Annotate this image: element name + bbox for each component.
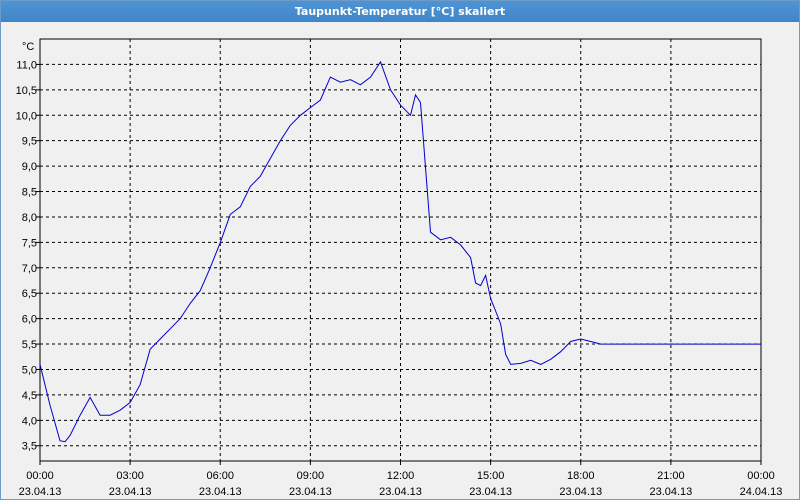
y-tick-label: 5,0 xyxy=(22,364,37,376)
x-tick-date: 23.04.13 xyxy=(19,486,62,498)
window-title: Taupunkt-Temperatur [°C] skaliert xyxy=(1,1,799,22)
y-tick-label: 11,0 xyxy=(16,59,37,71)
x-tick-time: 00:00 xyxy=(26,470,54,482)
x-tick-date: 23.04.13 xyxy=(199,486,242,498)
x-tick-time: 12:00 xyxy=(387,470,415,482)
y-tick-label: 4,0 xyxy=(22,415,37,427)
y-tick-label: 7,5 xyxy=(22,237,37,249)
series-line xyxy=(39,60,761,443)
y-tick-label: 9,5 xyxy=(22,136,37,148)
x-tick-time: 03:00 xyxy=(116,470,144,482)
grid xyxy=(39,39,762,461)
x-tick-date: 23.04.13 xyxy=(649,486,692,498)
x-tick-time: 15:00 xyxy=(477,470,505,482)
x-tick-time: 00:00 xyxy=(747,470,775,482)
x-tick-time: 09:00 xyxy=(297,470,325,482)
x-tick-date: 23.04.13 xyxy=(379,486,422,498)
y-tick-label: 3,5 xyxy=(22,441,37,453)
y-axis-label: °C xyxy=(22,41,34,53)
x-tick-date: 24.04.13 xyxy=(740,486,783,498)
y-tick-label: 7,0 xyxy=(22,263,37,275)
x-tick-date: 23.04.13 xyxy=(109,486,152,498)
x-tick-date: 23.04.13 xyxy=(559,486,602,498)
y-axis: 3,5 4,0 4,5 5,0 5,5 6,0 6,5 7,0 7,5 8,0 8,5 9,0 9,5 1… xyxy=(16,59,40,453)
x-tick-date: 23.04.13 xyxy=(289,486,332,498)
x-axis: 00:00 23.04.13 03:00 23.04.13 06:00 23.04.13 0… xyxy=(19,461,783,498)
y-tick-label: 8,5 xyxy=(22,187,37,199)
x-tick-time: 06:00 xyxy=(206,470,234,482)
x-tick-time: 21:00 xyxy=(657,470,685,482)
y-tick-label: 4,5 xyxy=(22,390,37,402)
x-tick-time: 18:00 xyxy=(567,470,595,482)
y-tick-label: 5,5 xyxy=(22,339,37,351)
y-tick-label: 9,0 xyxy=(22,161,37,173)
y-tick-label: 8,0 xyxy=(22,212,37,224)
y-tick-label: 6,0 xyxy=(22,314,37,326)
y-tick-label: 10,5 xyxy=(16,85,37,97)
y-tick-label: 10,0 xyxy=(16,110,37,122)
x-tick-date: 23.04.13 xyxy=(469,486,512,498)
y-tick-label: 6,5 xyxy=(22,288,37,300)
